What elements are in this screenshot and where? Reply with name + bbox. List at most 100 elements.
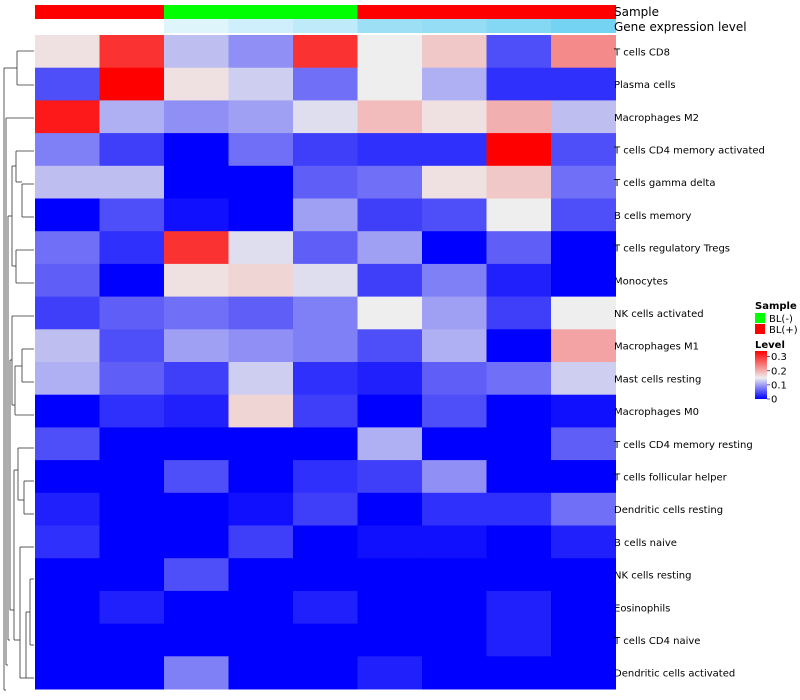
heatmap-cell xyxy=(486,492,552,526)
heatmap-cell xyxy=(228,198,294,232)
heatmap-cell xyxy=(293,460,358,494)
heatmap-cell xyxy=(35,525,100,559)
heatmap-cell xyxy=(422,296,487,330)
heatmap-cell xyxy=(357,427,423,461)
sample-annotation-cell xyxy=(99,5,165,19)
sample-annotation-cell xyxy=(164,5,229,19)
row-label-dendritic-cells-resting: Dendritic cells resting xyxy=(614,505,723,516)
row-labels: T cells CD8 Plasma cells Macrophages M2 T c… xyxy=(613,47,765,679)
heatmap-cell xyxy=(228,525,294,559)
heatmap-cell xyxy=(35,460,100,494)
heatmap-cell xyxy=(551,67,616,101)
heatmap-cell xyxy=(486,198,552,232)
heatmap-cell xyxy=(293,296,358,330)
heatmap-cell xyxy=(551,558,616,592)
heatmap-cell xyxy=(422,263,487,298)
heatmap-cell xyxy=(486,100,552,134)
heatmap-cell xyxy=(164,231,229,265)
heatmap-cell xyxy=(422,525,487,559)
heatmap-cell xyxy=(486,590,552,625)
heatmap-cell xyxy=(293,656,358,690)
row-label-plasma-cells: Plasma cells xyxy=(614,80,676,91)
heatmap-cell xyxy=(164,656,229,690)
heatmap-cell xyxy=(357,329,423,363)
heatmap-cell xyxy=(293,329,358,363)
heatmap-cell xyxy=(228,329,294,363)
heatmap-cell xyxy=(551,133,616,167)
heatmap-cell xyxy=(551,623,616,657)
heatmap-cell xyxy=(228,231,294,265)
heatmap-cell xyxy=(164,133,229,167)
heatmap-cell xyxy=(164,590,229,625)
heatmap-cell xyxy=(99,198,165,232)
legend-level-ticks: 0.3 0.2 0.1 0 xyxy=(767,352,787,406)
heatmap-cell xyxy=(357,492,423,526)
heatmap-cell xyxy=(228,35,294,69)
heatmap-cell xyxy=(164,67,229,101)
heatmap-cell xyxy=(551,329,616,363)
heatmap-cell xyxy=(228,394,294,428)
legend-label-bl-neg: BL(-) xyxy=(769,314,793,325)
heatmap-cell xyxy=(99,427,165,461)
heatmap-cell xyxy=(228,590,294,625)
heatmap-cell xyxy=(486,35,552,69)
heatmap-cell xyxy=(35,329,100,363)
heatmap-cell xyxy=(486,67,552,101)
heatmap-cell xyxy=(293,35,358,69)
legend-label-bl-pos: BL(+) xyxy=(769,325,798,336)
heatmap-cell xyxy=(357,362,423,396)
heatmap-cell xyxy=(357,67,423,101)
heatmap-cell xyxy=(486,427,552,461)
heatmap-cell xyxy=(551,427,616,461)
heatmap-cell xyxy=(228,263,294,298)
sample-annotation-cell xyxy=(422,5,487,19)
gene-expression-annotation-cell xyxy=(164,19,229,33)
heatmap-cell xyxy=(35,394,100,428)
row-label-b-cells-memory: B cells memory xyxy=(614,211,691,222)
heatmap-cell xyxy=(35,67,100,101)
heatmap-cell xyxy=(99,525,165,559)
heatmap-cell xyxy=(551,165,616,199)
heatmap-cell xyxy=(293,133,358,167)
heatmap-cell xyxy=(422,590,487,625)
legend-tick-label: 0.2 xyxy=(771,366,787,377)
heatmap-cell xyxy=(486,263,552,298)
heatmap-cell xyxy=(99,165,165,199)
heatmap-cell xyxy=(422,67,487,101)
legend-swatch-bl-pos xyxy=(755,324,765,334)
heatmap-cell xyxy=(35,35,100,69)
gene-expression-annotation-cell xyxy=(35,19,100,33)
heatmap-cell xyxy=(164,558,229,592)
heatmap-cell xyxy=(357,133,423,167)
gene-expression-annotation-cell xyxy=(357,19,423,33)
row-dendrogram xyxy=(3,50,34,691)
heatmap-cell xyxy=(35,198,100,232)
row-label-mast-cells-resting: Mast cells resting xyxy=(614,374,701,385)
heatmap-cell xyxy=(293,165,358,199)
sample-annotation-cell xyxy=(35,5,100,19)
heatmap-cell xyxy=(99,656,165,690)
heatmap-cell xyxy=(357,623,423,657)
heatmap-cell xyxy=(228,460,294,494)
row-label-t-cells-gamma-delta: T cells gamma delta xyxy=(613,178,715,189)
heatmap-cell xyxy=(357,198,423,232)
heatmap-cell xyxy=(551,394,616,428)
heatmap-cell xyxy=(551,492,616,526)
heatmap-cell xyxy=(551,525,616,559)
heatmap-cell xyxy=(486,460,552,494)
sample-annotation-cell xyxy=(228,5,294,19)
heatmap-cell xyxy=(99,263,165,298)
legend-tick-label: 0.1 xyxy=(771,380,787,391)
heatmap-cell xyxy=(99,558,165,592)
heatmap-cell xyxy=(293,198,358,232)
heatmap-cell xyxy=(486,362,552,396)
heatmap-cell xyxy=(164,394,229,428)
heatmap-cell xyxy=(357,394,423,428)
heatmap-cell xyxy=(551,590,616,625)
heatmap-cell xyxy=(486,525,552,559)
heatmap-cell xyxy=(164,362,229,396)
row-label-nk-cells-activated: NK cells activated xyxy=(614,309,704,320)
row-label-nk-cells-resting: NK cells resting xyxy=(614,571,691,582)
